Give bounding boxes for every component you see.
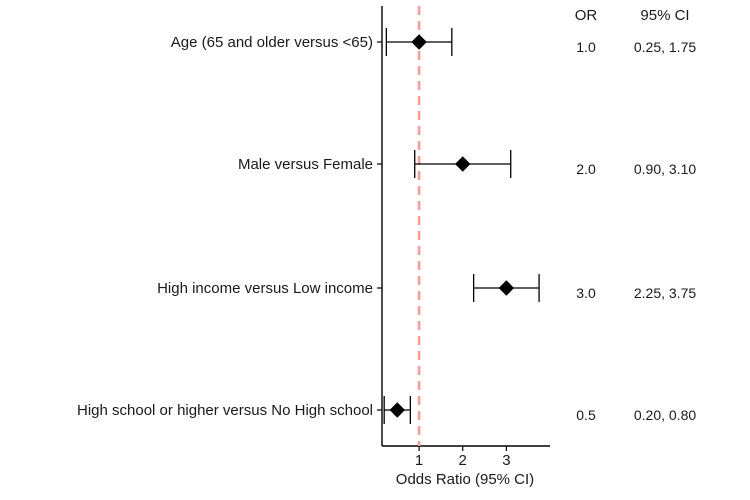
or-column-header: OR xyxy=(575,7,598,24)
x-tick-label: 1 xyxy=(415,452,423,469)
row-label: Age (65 and older versus <65) xyxy=(171,34,373,51)
ci-column-header: 95% CI xyxy=(640,7,689,24)
or-value: 2.0 xyxy=(576,161,596,177)
x-axis-title: Odds Ratio (95% CI) xyxy=(396,471,534,488)
x-axis: 1 2 3 xyxy=(377,6,550,469)
ci-value: 0.90, 3.10 xyxy=(634,161,696,177)
or-value: 3.0 xyxy=(576,285,596,301)
x-tick-label: 3 xyxy=(502,452,510,469)
row-label: High income versus Low income xyxy=(157,280,373,297)
estimate-diamond xyxy=(455,156,471,172)
ci-value: 0.25, 1.75 xyxy=(634,39,696,55)
or-value: 0.5 xyxy=(576,407,596,423)
or-value: 1.0 xyxy=(576,39,596,55)
ci-value: 0.20, 0.80 xyxy=(634,407,696,423)
ci-value: 2.25, 3.75 xyxy=(634,285,696,301)
x-tick-label: 2 xyxy=(459,452,467,469)
estimate-diamond xyxy=(498,280,515,296)
row-label: High school or higher versus No High sch… xyxy=(77,402,373,419)
estimate-diamond xyxy=(389,402,405,418)
estimates xyxy=(383,28,540,424)
row-labels: Age (65 and older versus <65) Male versus… xyxy=(77,34,373,419)
or-ci-table: OR 95% CI 1.0 0.25, 1.75 2.0 0.90, 3.10 3.0 2… xyxy=(575,7,697,423)
row-label: Male versus Female xyxy=(238,156,373,173)
estimate-diamond xyxy=(411,34,427,50)
